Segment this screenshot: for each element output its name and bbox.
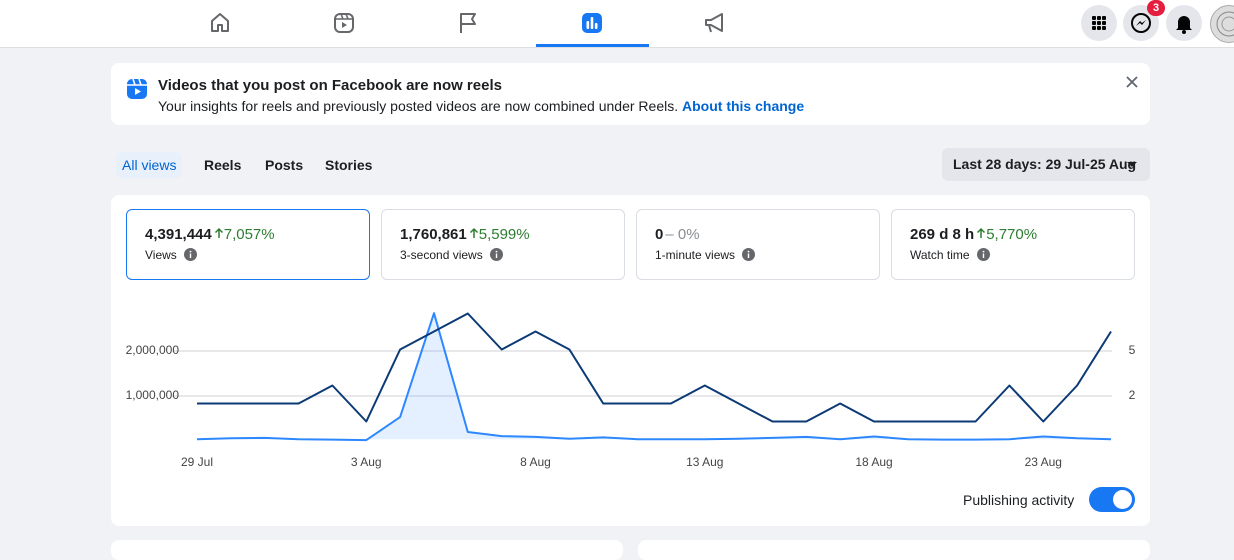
info-icon[interactable] [976, 248, 990, 261]
x-tick-label: 29 Jul [181, 455, 213, 469]
chart: 1,000,000 2,000,000 2 5 29 Jul 3 Aug 8 Aug 13 A… [126, 312, 1136, 469]
metric-change: 5,770% [986, 226, 1038, 243]
tab[interactable]: All views [116, 152, 183, 178]
metric-value: 269 d 8 h [910, 226, 975, 243]
close-button[interactable] [1125, 75, 1139, 89]
metric-card[interactable]: 269 d 8 h 5,770% Watch time [891, 209, 1135, 280]
reels-badge-icon [127, 78, 147, 99]
area-line [196, 312, 1112, 442]
info-banner: Videos that you post on Facebook are now… [111, 63, 1150, 125]
y-tick-label: 1,000,000 [126, 388, 180, 402]
active-tab-indicator [536, 44, 649, 47]
trend-arrow [469, 227, 478, 238]
lower-card [111, 540, 623, 560]
metric-value-line: 4,391,444 7,057% [145, 226, 275, 243]
metric-label-line: 1-minute views [655, 248, 756, 262]
trend-arrow [214, 227, 223, 238]
top-bar: 3 [0, 0, 1234, 48]
x-tick-label: 23 Aug [1025, 455, 1062, 469]
metric-change: 7,057% [223, 226, 275, 243]
metric-value: 1,760,861 [400, 226, 467, 243]
metric-label: 3-second views [400, 248, 483, 262]
metric-change-group: 5,770% [976, 226, 1037, 243]
banner-text: Your insights for reels and previously p… [158, 98, 679, 114]
metric-label-line: 3-second views [400, 248, 503, 262]
y-tick-label: 2,000,000 [126, 343, 180, 357]
publishing-activity-label: Publishing activity [963, 492, 1075, 508]
metric-value-line: 0– 0% [655, 226, 700, 243]
date-range: Last 28 days: 29 Jul-25 Aug [953, 156, 1137, 172]
info-icon[interactable] [742, 248, 756, 261]
metric-change-group: 7,057% [214, 226, 275, 243]
metric-value: 4,391,444 [145, 226, 212, 243]
metric-change-group: – 0% [665, 226, 699, 243]
publishing-activity-toggle[interactable] [1089, 487, 1135, 512]
home-icon[interactable] [208, 11, 232, 35]
tab[interactable]: Stories [325, 157, 373, 173]
metric-change-group: 5,599% [469, 226, 530, 243]
line [197, 312, 1112, 423]
ads-icon[interactable] [703, 11, 727, 35]
metric-change: – 0% [665, 226, 700, 243]
info-icon[interactable] [489, 248, 503, 261]
metric-change: 5,599% [478, 226, 530, 243]
metric-label-line: Views [145, 248, 197, 262]
notifications-button[interactable] [1166, 5, 1202, 41]
banner-text-line: Your insights for reels and previously p… [158, 98, 804, 114]
reels-icon[interactable] [332, 11, 356, 35]
banner-title: Videos that you post on Facebook are now… [158, 77, 502, 94]
banner-link[interactable]: About this change [682, 98, 805, 114]
tab[interactable]: Posts [265, 157, 304, 173]
metric-value-line: 269 d 8 h 5,770% [910, 226, 1037, 243]
pages-icon[interactable] [456, 11, 480, 35]
metric-card[interactable]: 0– 0% 1-minute views [636, 209, 880, 280]
lower-card [638, 540, 1150, 560]
x-tick-label: 3 Aug [351, 455, 382, 469]
y2-tick-label: 5 [1129, 343, 1136, 357]
info-icon[interactable] [183, 248, 197, 261]
metric-value: 0 [655, 226, 664, 243]
metric-card[interactable]: 1,760,861 5,599% 3-second views [381, 209, 625, 280]
trend-arrow [977, 227, 986, 238]
y2-tick-label: 2 [1129, 388, 1136, 402]
toggle-knob [1113, 490, 1132, 509]
metric-label-line: Watch time [910, 248, 990, 262]
x-tick-label: 13 Aug [686, 455, 723, 469]
x-tick-label: 8 Aug [520, 455, 551, 469]
metric-card[interactable]: 4,391,444 7,057% Views [126, 209, 370, 280]
metric-label: Views [145, 248, 177, 262]
caret [1127, 162, 1137, 167]
metric-value-line: 1,760,861 5,599% [400, 226, 530, 243]
metric-label: Watch time [910, 248, 970, 262]
insights-icon[interactable] [580, 11, 604, 35]
metric-label: 1-minute views [655, 248, 736, 262]
x-tick-label: 18 Aug [855, 455, 892, 469]
notification-badge: 3 [1147, 0, 1165, 16]
date-range-dropdown[interactable]: Last 28 days: 29 Jul-25 Aug [942, 148, 1150, 181]
menu-button[interactable] [1081, 5, 1117, 41]
profile-avatar[interactable] [1210, 5, 1234, 43]
tab[interactable]: Reels [204, 157, 242, 173]
